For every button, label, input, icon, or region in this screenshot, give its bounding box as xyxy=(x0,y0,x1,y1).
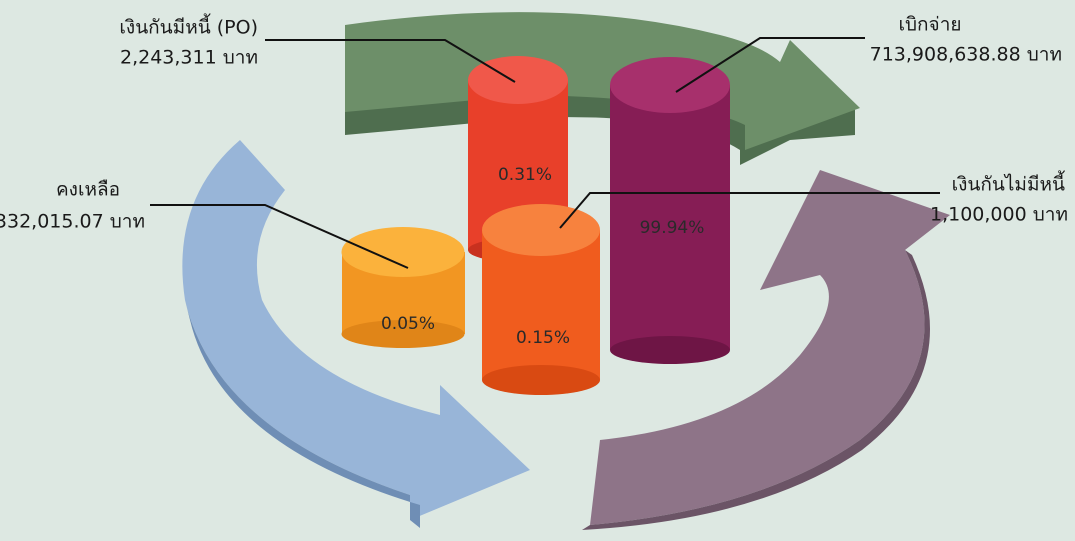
item-label: เบิกจ่าย xyxy=(899,14,962,36)
percent-label: 99.94% xyxy=(640,218,705,238)
item-amount: 1,100,000 บาท xyxy=(930,204,1068,226)
item-label: เงินกันมีหนี้ (PO) xyxy=(119,14,258,39)
item-label: เงินกันไม่มีหนี้ xyxy=(952,171,1066,196)
cylinder-orange xyxy=(482,204,600,395)
blue-arrow xyxy=(182,140,530,528)
percent-label: 0.31% xyxy=(498,165,552,185)
leader-line xyxy=(265,39,516,83)
percent-label: 0.05% xyxy=(381,314,435,334)
leader-line xyxy=(150,204,409,269)
percent-label: 0.15% xyxy=(516,328,570,348)
cylinder-purple xyxy=(610,57,730,364)
purple-arrow xyxy=(582,170,950,530)
item-amount: 713,908,638.88 บาท xyxy=(870,44,1062,66)
item-amount: 2,243,311 บาท xyxy=(120,47,258,69)
leader-line xyxy=(559,192,940,229)
item-amount: 332,015.07 บาท xyxy=(0,211,145,233)
item-label: คงเหลือ xyxy=(56,179,120,201)
leader-line xyxy=(675,37,865,93)
